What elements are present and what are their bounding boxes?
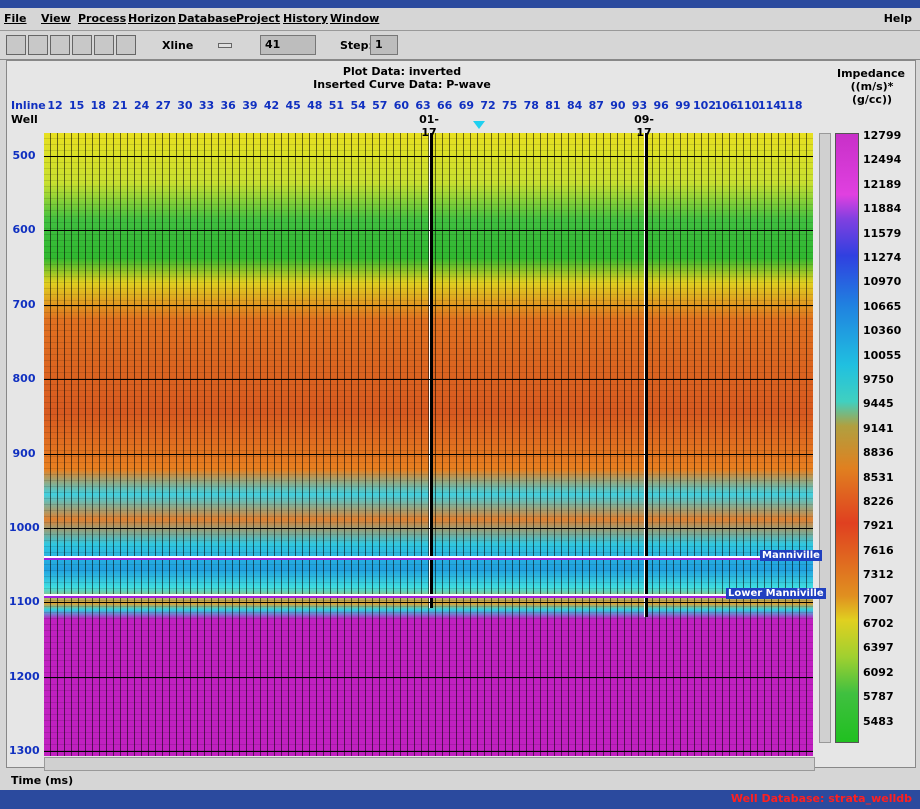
screen: {"menu":["File","View","Process","Horizo… xyxy=(0,0,920,809)
menu-item[interactable]: File xyxy=(4,12,27,25)
time-line xyxy=(44,379,813,380)
colorbar-label: 11884 xyxy=(863,202,901,215)
time-tick: 1300 xyxy=(9,744,39,757)
colorbar-label: 9750 xyxy=(863,373,894,386)
colorbar-label: 6397 xyxy=(863,641,894,654)
time-tick: 800 xyxy=(9,372,39,385)
time-tick: 700 xyxy=(9,298,39,311)
colorbar-label: 12494 xyxy=(863,153,901,166)
colorbar-label: 7312 xyxy=(863,568,894,581)
menu-item[interactable]: Window xyxy=(330,12,379,25)
colorbar-label: 6092 xyxy=(863,666,894,679)
colorbar-label: 10970 xyxy=(863,275,901,288)
menu-item[interactable]: History xyxy=(283,12,328,25)
tool-button[interactable] xyxy=(28,35,48,55)
menu-item[interactable]: View xyxy=(41,12,71,25)
inline-marker xyxy=(473,121,485,129)
time-line xyxy=(44,305,813,306)
colorbar-label: 9141 xyxy=(863,422,894,435)
time-line xyxy=(44,677,813,678)
slider[interactable] xyxy=(218,43,232,48)
colorbar-label: 5787 xyxy=(863,690,894,703)
menu-item[interactable]: Project xyxy=(236,12,280,25)
time-line xyxy=(44,454,813,455)
colorbar-label: 8226 xyxy=(863,495,894,508)
plot-subtitle: Inserted Curve Data: P-wave xyxy=(7,78,797,91)
colorbar-label: 11579 xyxy=(863,227,901,240)
horizon-label: Manniville xyxy=(760,550,822,561)
tool-button[interactable] xyxy=(72,35,92,55)
xline-field[interactable]: 41 xyxy=(260,35,316,55)
menu-item[interactable]: Database xyxy=(178,12,237,25)
colorbar-label: 11274 xyxy=(863,251,901,264)
horizon-label: Lower Manniville xyxy=(726,588,826,599)
time-tick: 500 xyxy=(9,149,39,162)
tool-button[interactable] xyxy=(6,35,26,55)
time-tick: 1200 xyxy=(9,670,39,683)
well-trace xyxy=(429,133,433,608)
time-line xyxy=(44,230,813,231)
step-label: Step: xyxy=(340,39,373,52)
xline-label: Xline xyxy=(162,39,193,52)
time-tick: 1100 xyxy=(9,595,39,608)
colorbar-label: 7921 xyxy=(863,519,894,532)
colorbar-units: ((m/s)*(g/cc)) xyxy=(831,80,913,106)
scrollbar[interactable] xyxy=(44,757,815,771)
status-text: Well Database: strata_welldb xyxy=(731,792,912,805)
toolbar: Xline 41 Step: 1 xyxy=(0,31,920,60)
colorbar-label: 7616 xyxy=(863,544,894,557)
time-label: Time (ms) xyxy=(11,774,73,787)
scrollbar[interactable] xyxy=(819,133,831,743)
time-tick: 900 xyxy=(9,447,39,460)
horizon-line xyxy=(44,594,813,598)
colorbar-label: 5483 xyxy=(863,715,894,728)
colorbar-label: 10665 xyxy=(863,300,901,313)
inline-tick: 118 xyxy=(776,99,806,112)
colorbar-label: 8531 xyxy=(863,471,894,484)
time-tick: 600 xyxy=(9,223,39,236)
colorbar-label: 12799 xyxy=(863,129,901,142)
step-field[interactable]: 1 xyxy=(370,35,398,55)
menu-item[interactable]: Process xyxy=(78,12,126,25)
colorbar-label: 10055 xyxy=(863,349,901,362)
colorbar-label: 7007 xyxy=(863,593,894,606)
time-tick: 1000 xyxy=(9,521,39,534)
horizon-line xyxy=(44,556,813,560)
tool-button[interactable] xyxy=(94,35,114,55)
time-line xyxy=(44,602,813,603)
colorbar-label: 10360 xyxy=(863,324,901,337)
plot-panel: Plot Data: inverted Inserted Curve Data:… xyxy=(6,60,916,768)
well-trace xyxy=(644,133,648,617)
colorbar-title: Impedance xyxy=(833,67,909,80)
menu-bar: Help File View ProcessHorizonDatabaseProje… xyxy=(0,8,920,31)
colorbar-label: 8836 xyxy=(863,446,894,459)
time-line xyxy=(44,528,813,529)
tool-button[interactable] xyxy=(116,35,136,55)
colorbar-label: 9445 xyxy=(863,397,894,410)
menu-item[interactable]: Horizon xyxy=(128,12,176,25)
menu-help[interactable]: Help xyxy=(884,12,912,25)
colorbar-label: 12189 xyxy=(863,178,901,191)
tool-button[interactable] xyxy=(50,35,70,55)
plot-title: Plot Data: inverted xyxy=(7,65,797,78)
well-label: Well xyxy=(11,113,38,126)
time-line xyxy=(44,751,813,752)
colorbar-label: 6702 xyxy=(863,617,894,630)
colorbar xyxy=(835,133,859,743)
time-line xyxy=(44,156,813,157)
